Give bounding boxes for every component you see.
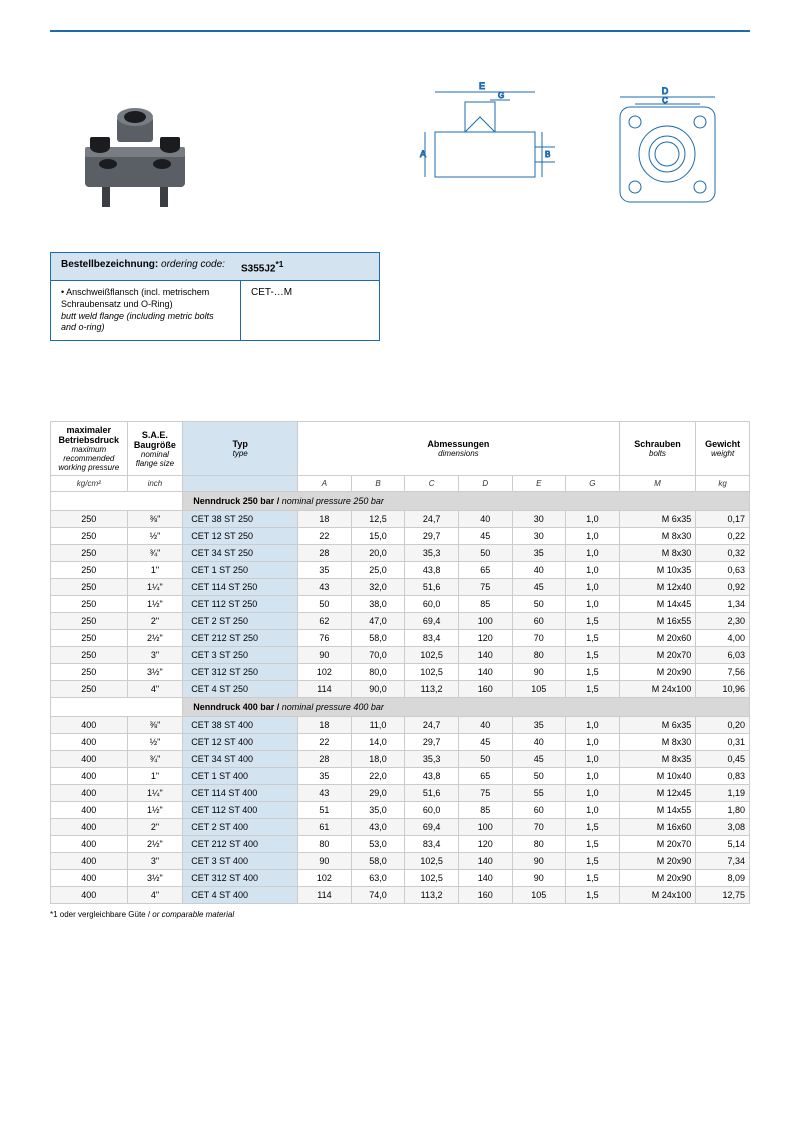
svg-text:A: A bbox=[420, 149, 426, 159]
table-row: 4002½"CET 212 ST 4008053,083,4120801,5M … bbox=[51, 836, 750, 853]
cell-typ: CET 312 ST 250 bbox=[183, 664, 298, 681]
th-pressure: maximaler Betriebsdruckmaximum recommend… bbox=[51, 422, 128, 476]
footnote: *1 oder vergleichbare Güte / or comparab… bbox=[50, 910, 750, 919]
unit-a: A bbox=[298, 476, 352, 492]
svg-text:C: C bbox=[662, 96, 668, 105]
table-row: 400¾"CET 34 ST 4002818,035,350451,0M 8x3… bbox=[51, 751, 750, 768]
table-row: 4001"CET 1 ST 4003522,043,865501,0M 10x4… bbox=[51, 768, 750, 785]
table-row: 2501½"CET 112 ST 2505038,060,085501,0M 1… bbox=[51, 596, 750, 613]
unit-b: B bbox=[351, 476, 405, 492]
section-row: Nenndruck 250 bar / nominal pressure 250… bbox=[51, 492, 750, 511]
unit-d: D bbox=[458, 476, 512, 492]
table-row: 250½"CET 12 ST 2502215,029,745301,0M 8x3… bbox=[51, 528, 750, 545]
unit-kg: kg bbox=[696, 476, 750, 492]
cell-typ: CET 114 ST 250 bbox=[183, 579, 298, 596]
order-label-de: Bestellbezeichnung: bbox=[61, 259, 158, 270]
cell-typ: CET 212 ST 400 bbox=[183, 836, 298, 853]
table-row: 4003"CET 3 ST 4009058,0102,5140901,5M 20… bbox=[51, 853, 750, 870]
table-row: 2503½"CET 312 ST 25010280,0102,5140901,5… bbox=[51, 664, 750, 681]
top-view-drawing: D C bbox=[590, 72, 750, 222]
side-view-drawing: E G A B bbox=[410, 72, 570, 222]
cell-typ: CET 312 ST 400 bbox=[183, 870, 298, 887]
cell-typ: CET 3 ST 250 bbox=[183, 647, 298, 664]
order-code-box: Bestellbezeichnung: ordering code: S355J… bbox=[50, 252, 380, 341]
cell-typ: CET 114 ST 400 bbox=[183, 785, 298, 802]
unit-sae: inch bbox=[127, 476, 183, 492]
table-row: 2501¼"CET 114 ST 2504332,051,675451,0M 1… bbox=[51, 579, 750, 596]
order-header: Bestellbezeichnung: ordering code: S355J… bbox=[51, 253, 379, 281]
th-dimensions: Abmessungendimensions bbox=[298, 422, 620, 476]
cell-typ: CET 112 ST 250 bbox=[183, 596, 298, 613]
table-row: 2503"CET 3 ST 2509070,0102,5140801,5M 20… bbox=[51, 647, 750, 664]
footnote-en: or comparable material bbox=[152, 910, 234, 919]
table-row: 4001½"CET 112 ST 4005135,060,085601,0M 1… bbox=[51, 802, 750, 819]
table-row: 4004"CET 4 ST 40011474,0113,21601051,5M … bbox=[51, 887, 750, 904]
order-value-sup: *1 bbox=[275, 259, 283, 269]
svg-text:B: B bbox=[545, 150, 550, 159]
cell-typ: CET 34 ST 250 bbox=[183, 545, 298, 562]
technical-drawings: E G A B D C bbox=[250, 72, 750, 222]
svg-text:G: G bbox=[498, 91, 504, 100]
cell-typ: CET 1 ST 400 bbox=[183, 768, 298, 785]
dimensions-table: maximaler Betriebsdruckmaximum recommend… bbox=[50, 421, 750, 904]
order-code-value: CET-…M bbox=[241, 281, 302, 340]
table-row: 2504"CET 4 ST 25011490,0113,21601051,5M … bbox=[51, 681, 750, 698]
cell-typ: CET 12 ST 250 bbox=[183, 528, 298, 545]
table-row: 4002"CET 2 ST 4006143,069,4100701,5M 16x… bbox=[51, 819, 750, 836]
order-desc-en: butt weld flange (including metric bolts… bbox=[61, 311, 214, 333]
cell-typ: CET 1 ST 250 bbox=[183, 562, 298, 579]
cell-typ: CET 112 ST 400 bbox=[183, 802, 298, 819]
table-row: 2501"CET 1 ST 2503525,043,865401,0M 10x3… bbox=[51, 562, 750, 579]
upper-section: E G A B D C bbox=[50, 72, 750, 222]
top-border bbox=[50, 30, 750, 32]
cell-typ: CET 12 ST 400 bbox=[183, 734, 298, 751]
table-row: 2502½"CET 212 ST 2507658,083,4120701,5M … bbox=[51, 630, 750, 647]
table-row: 4001¼"CET 114 ST 4004329,051,675551,0M 1… bbox=[51, 785, 750, 802]
th-bolts: Schraubenbolts bbox=[619, 422, 696, 476]
cell-typ: CET 4 ST 250 bbox=[183, 681, 298, 698]
svg-text:D: D bbox=[662, 86, 669, 96]
cell-typ: CET 4 ST 400 bbox=[183, 887, 298, 904]
unit-e: E bbox=[512, 476, 566, 492]
order-value: S355J2 bbox=[241, 263, 275, 274]
cell-typ: CET 38 ST 400 bbox=[183, 717, 298, 734]
svg-text:E: E bbox=[479, 81, 485, 91]
table-row: 2502"CET 2 ST 2506247,069,4100601,5M 16x… bbox=[51, 613, 750, 630]
unit-g: G bbox=[566, 476, 620, 492]
table-row: 250⅜"CET 38 ST 2501812,524,740301,0M 6x3… bbox=[51, 511, 750, 528]
cell-typ: CET 2 ST 250 bbox=[183, 613, 298, 630]
unit-m: M bbox=[619, 476, 696, 492]
table-row: 4003½"CET 312 ST 40010263,0102,5140901,5… bbox=[51, 870, 750, 887]
cell-typ: CET 38 ST 250 bbox=[183, 511, 298, 528]
unit-c: C bbox=[405, 476, 459, 492]
cell-typ: CET 3 ST 400 bbox=[183, 853, 298, 870]
table-row: 250¾"CET 34 ST 2502820,035,350351,0M 8x3… bbox=[51, 545, 750, 562]
product-image bbox=[50, 72, 220, 222]
order-label-en: ordering code: bbox=[161, 259, 225, 270]
cell-typ: CET 34 ST 400 bbox=[183, 751, 298, 768]
th-typ: Typtype bbox=[183, 422, 298, 476]
th-sae: S.A.E. Baugrößenominal flange size bbox=[127, 422, 183, 476]
order-desc: • Anschweißflansch (incl. metrischem Sch… bbox=[51, 281, 241, 340]
section-row: Nenndruck 400 bar / nominal pressure 400… bbox=[51, 698, 750, 717]
table-row: 400⅜"CET 38 ST 4001811,024,740351,0M 6x3… bbox=[51, 717, 750, 734]
cell-typ: CET 2 ST 400 bbox=[183, 819, 298, 836]
th-weight: Gewichtweight bbox=[696, 422, 750, 476]
order-desc-de: • Anschweißflansch (incl. metrischem Sch… bbox=[61, 287, 209, 309]
footnote-de: *1 oder vergleichbare Güte / bbox=[50, 910, 152, 919]
unit-press: kg/cm² bbox=[51, 476, 128, 492]
cell-typ: CET 212 ST 250 bbox=[183, 630, 298, 647]
table-row: 400½"CET 12 ST 4002214,029,745401,0M 8x3… bbox=[51, 734, 750, 751]
